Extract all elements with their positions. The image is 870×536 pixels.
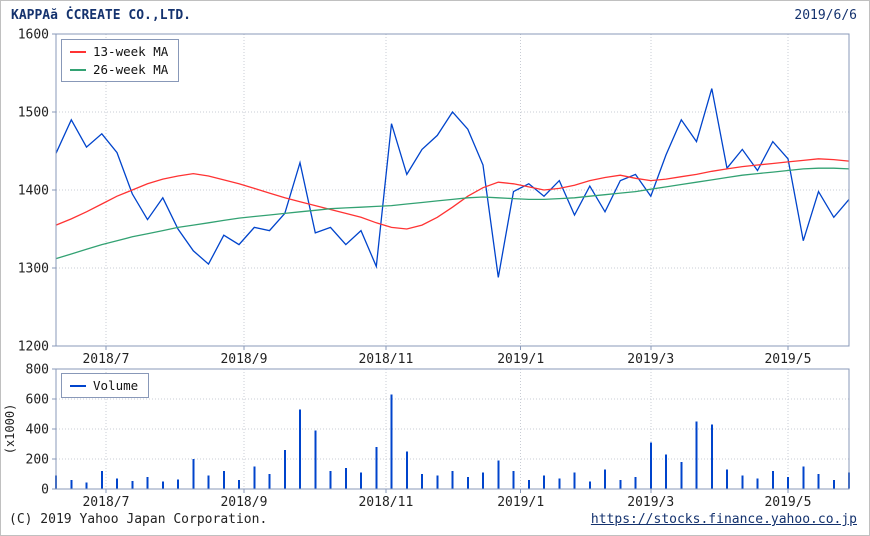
y-tick-label: 1500	[18, 106, 49, 121]
ma13-legend-label: 13-week MA	[93, 44, 169, 59]
y-tick-label: 200	[26, 453, 49, 468]
series-line-13-week-ma	[55, 158, 850, 230]
ma13-line-swatch	[70, 50, 86, 53]
x-tick-label: 2019/1	[497, 352, 544, 367]
y-tick-label: 400	[26, 423, 49, 438]
plot-border	[55, 33, 850, 347]
y-tick-label: 1300	[18, 262, 49, 277]
price-legend: 13-week MA 26-week MA	[61, 39, 180, 82]
legend-item-ma26: 26-week MA	[70, 62, 168, 77]
x-tick-label: 2018/9	[220, 495, 267, 510]
series-line-26-week-ma	[55, 167, 850, 260]
legend-item-volume: Volume	[70, 378, 138, 393]
x-tick-label: 2019/3	[627, 495, 674, 510]
x-tick-label: 2019/3	[627, 352, 674, 367]
x-tick-label: 2018/11	[358, 495, 413, 510]
volume-axis-unit-label: (x1000)	[3, 404, 17, 455]
ma26-legend-label: 26-week MA	[93, 62, 169, 77]
x-tick-label: 2018/9	[220, 352, 267, 367]
y-tick-label: 800	[26, 363, 49, 378]
x-tick-label: 2018/7	[82, 352, 129, 367]
series-line-close	[55, 88, 850, 278]
y-tick-label: 0	[41, 483, 49, 498]
x-tick-label: 2018/7	[82, 495, 129, 510]
x-tick-label: 2018/11	[358, 352, 413, 367]
x-tick-label: 2019/5	[764, 352, 811, 367]
chart-date: 2019/6/6	[794, 8, 857, 23]
source-url-link[interactable]: https://stocks.finance.yahoo.co.jp	[590, 512, 857, 527]
volume-legend-label: Volume	[93, 378, 139, 393]
x-tick-label: 2019/1	[497, 495, 544, 510]
y-tick-label: 1600	[18, 28, 49, 43]
y-tick-label: 1200	[18, 340, 49, 355]
legend-item-ma13: 13-week MA	[70, 44, 168, 59]
ma26-line-swatch	[70, 68, 86, 71]
copyright-text: (C) 2019 Yahoo Japan Corporation.	[9, 512, 268, 527]
y-tick-label: 600	[26, 393, 49, 408]
y-tick-label: 1400	[18, 184, 49, 199]
x-tick-label: 2019/5	[764, 495, 811, 510]
plot-border	[55, 368, 850, 490]
volume-legend: Volume	[61, 373, 150, 398]
volume-bar-swatch	[70, 384, 86, 387]
page-title: KAPPAă ĊCREATE CO.,LTD.	[11, 8, 192, 23]
